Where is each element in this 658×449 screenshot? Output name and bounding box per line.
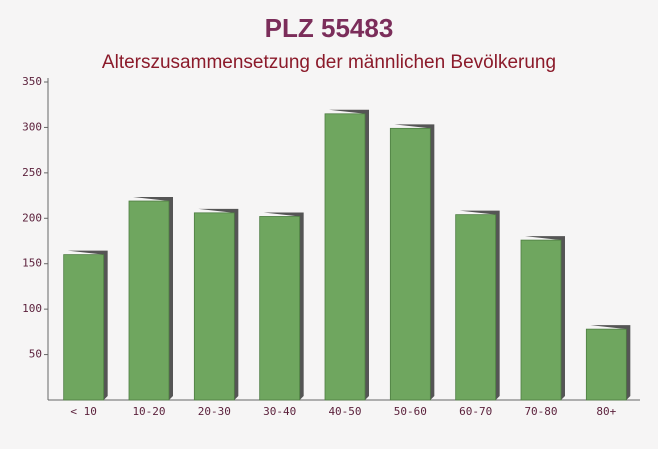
bar (389, 127, 431, 401)
x-tick-label: 50-60 (394, 405, 427, 418)
bar (128, 200, 170, 401)
x-tick-label: 10-20 (132, 405, 165, 418)
y-tick-label: 100 (22, 302, 42, 315)
bar (585, 328, 627, 401)
bar (324, 113, 366, 401)
bar (520, 239, 562, 401)
bar (63, 254, 105, 401)
y-tick-label: 50 (29, 348, 42, 361)
x-tick-label: 60-70 (459, 405, 492, 418)
chart-title: PLZ 55483 (265, 13, 394, 43)
y-tick-label: 250 (22, 166, 42, 179)
x-tick-label: 30-40 (263, 405, 296, 418)
y-tick-label: 300 (22, 120, 42, 133)
bar (259, 216, 301, 401)
x-tick-label: 40-50 (328, 405, 361, 418)
chart-subtitle: Alterszusammensetzung der männlichen Bev… (102, 52, 556, 73)
x-tick-label: 70-80 (524, 405, 557, 418)
y-tick-label: 150 (22, 257, 42, 270)
x-tick-label: 20-30 (198, 405, 231, 418)
bar (193, 212, 235, 401)
y-tick-label: 350 (22, 75, 42, 88)
y-tick-label: 200 (22, 211, 42, 224)
x-tick-label: < 10 (70, 405, 97, 418)
x-tick-label: 80+ (596, 405, 616, 418)
bar (455, 214, 497, 401)
